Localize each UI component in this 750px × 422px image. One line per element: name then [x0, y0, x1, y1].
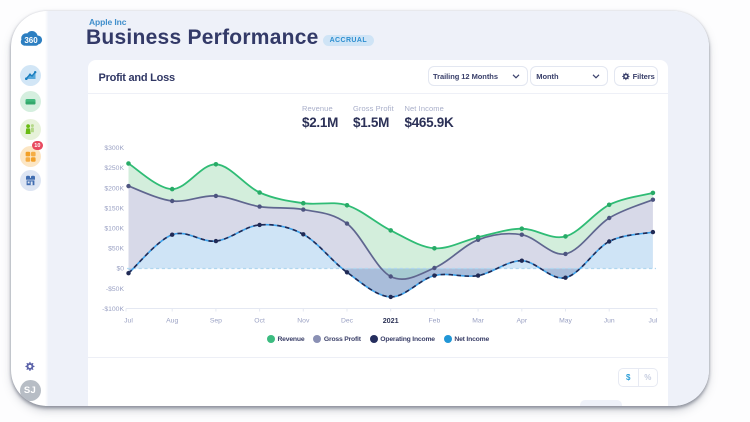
svg-text:Aug: Aug	[166, 318, 178, 325]
svg-text:Oct: Oct	[254, 318, 265, 325]
svg-text:$100K: $100K	[104, 226, 124, 233]
svg-text:May: May	[559, 318, 572, 325]
svg-text:Jul: Jul	[124, 318, 133, 325]
svg-text:360: 360	[24, 36, 38, 45]
svg-text:Nov: Nov	[297, 318, 310, 325]
svg-text:2021: 2021	[383, 316, 399, 325]
svg-text:Dec: Dec	[341, 318, 354, 325]
svg-text:Jul: Jul	[649, 318, 658, 325]
svg-text:$250K: $250K	[104, 165, 124, 172]
svg-text:Jun: Jun	[604, 318, 615, 325]
svg-text:$150K: $150K	[104, 205, 124, 212]
svg-text:Sep: Sep	[210, 318, 222, 325]
svg-text:$50K: $50K	[108, 246, 124, 253]
svg-text:Feb: Feb	[429, 318, 441, 325]
svg-text:-$100K: -$100K	[102, 306, 124, 313]
svg-text:$0: $0	[116, 266, 124, 273]
svg-text:$300K: $300K	[104, 145, 124, 152]
svg-text:Mar: Mar	[472, 318, 484, 325]
svg-text:$200K: $200K	[104, 185, 124, 192]
svg-text:Apr: Apr	[517, 318, 528, 325]
svg-text:-$50K: -$50K	[106, 286, 125, 293]
